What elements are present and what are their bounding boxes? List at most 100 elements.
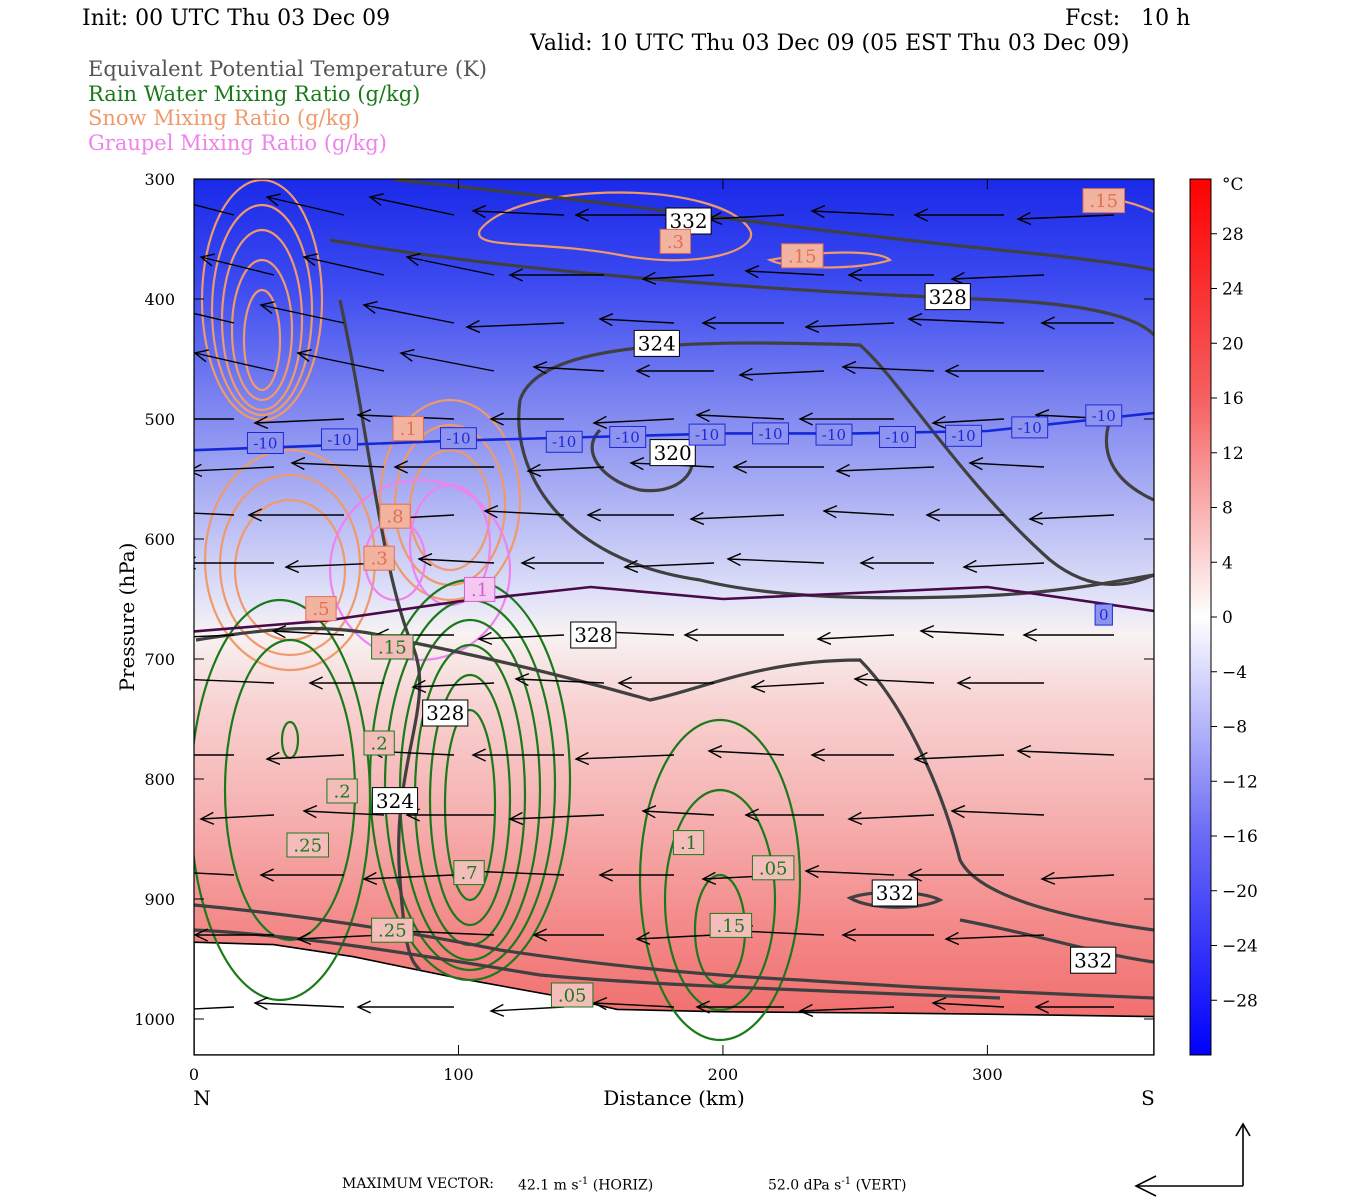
rain-contour: [194, 598, 372, 1002]
wind-arrow: [532, 361, 605, 375]
svg-text:-10: -10: [1018, 419, 1042, 437]
contour-label-rain: .25: [286, 832, 329, 858]
svg-text:-10: -10: [822, 426, 846, 444]
colorbar-tick-label: −8: [1222, 718, 1247, 738]
wind-arrow: [707, 745, 785, 759]
svg-text:.25: .25: [293, 835, 322, 856]
contour-label-isotherm: -10: [1011, 416, 1049, 439]
contour-label-rain: .05: [751, 855, 795, 881]
wind-arrow: [913, 751, 1005, 766]
rain-contour: [638, 718, 802, 1042]
wind-arrow: [683, 628, 784, 642]
x-tick-label: 0: [189, 1065, 199, 1084]
svg-text:.25: .25: [378, 921, 407, 942]
colorbar-tick-label: 12: [1222, 444, 1244, 464]
wind-arrow: [689, 511, 785, 526]
wind-arrow: [508, 268, 604, 282]
wind-arrow: [956, 676, 1044, 690]
wind-arrow: [532, 928, 604, 942]
wind-arrow: [471, 204, 565, 219]
contour-label-rain: .1: [672, 830, 705, 856]
contour-label-snow: .1: [392, 416, 424, 442]
wind-arrow: [253, 415, 345, 430]
svg-text:.05: .05: [759, 858, 788, 879]
contour-label-rain: .7: [453, 860, 485, 886]
wind-arrow: [1034, 1000, 1114, 1014]
graupel-contour: [328, 478, 512, 662]
legend-rain: Rain Water Mixing Ratio (g/kg): [88, 82, 421, 106]
wind-arrow: [290, 456, 385, 471]
colorbar-tick-label: 8: [1222, 499, 1233, 519]
contour-label-rain: .15: [709, 912, 753, 938]
svg-text:.8: .8: [386, 507, 403, 528]
wind-arrow: [194, 928, 274, 942]
wind-arrow: [944, 931, 1045, 946]
x-tick-label: 300: [972, 1065, 1003, 1084]
wind-arrow: [574, 751, 675, 766]
contour-label-isotherm: -10: [1085, 404, 1123, 427]
wind-arrow: [1040, 871, 1115, 885]
wind-arrow: [1022, 628, 1114, 642]
colorbar: [1189, 178, 1212, 1056]
wind-arrow: [950, 804, 1045, 819]
wind-arrow: [859, 556, 934, 570]
y-tick-label: 800: [144, 770, 175, 789]
svg-text:-10: -10: [758, 425, 782, 443]
south-label: S: [1141, 1086, 1155, 1110]
wind-arrow: [598, 313, 675, 327]
colorbar-tick-label: −24: [1222, 937, 1258, 957]
svg-text:328: 328: [574, 623, 612, 647]
wind-arrow: [804, 864, 895, 879]
wind-arrow: [526, 463, 605, 477]
wind-arrow: [635, 364, 714, 378]
svg-text:332: 332: [1074, 948, 1112, 972]
legend-snow: Snow Mixing Ratio (g/kg): [88, 106, 360, 130]
svg-text:.2: .2: [371, 733, 388, 754]
wind-arrow: [368, 193, 455, 216]
svg-text:332: 332: [876, 881, 914, 905]
wind-arrow: [265, 751, 345, 765]
svg-text:.15: .15: [1089, 191, 1118, 212]
wind-arrow: [744, 808, 824, 822]
snow-contour: [210, 203, 314, 417]
svg-text:-10: -10: [952, 427, 976, 445]
wind-arrow: [194, 203, 235, 216]
wind-arrow: [738, 367, 825, 382]
wind-arrow: [302, 253, 385, 276]
wind-arrow: [194, 754, 234, 756]
wind-arrow: [271, 625, 345, 639]
wind-arrow: [816, 631, 895, 645]
wind-arrow: [835, 463, 935, 478]
wind-arrow: [598, 868, 674, 882]
contour-label-theta_e: 332: [871, 879, 918, 907]
wind-arrow: [514, 672, 605, 687]
contour-label-snow: .3: [363, 545, 395, 571]
contour-label-snow: .15: [781, 243, 824, 269]
wind-arrow: [732, 460, 824, 474]
wind-arrow: [695, 408, 785, 423]
wind-arrow: [520, 556, 604, 570]
wind-arrow: [194, 463, 275, 478]
contour-label-snow: .8: [379, 503, 411, 529]
svg-text:.7: .7: [460, 863, 477, 884]
svg-text:.15: .15: [788, 246, 817, 267]
contour-label-isotherm: -10: [246, 432, 284, 454]
wind-arrow: [296, 931, 385, 946]
colorbar-tick-label: 16: [1222, 389, 1244, 409]
wind-arrow: [744, 265, 825, 279]
contour-label-snow: .15: [1082, 188, 1125, 214]
contour-label-rain: .15: [371, 634, 414, 660]
contour-label-isotherm: -10: [945, 424, 983, 447]
wind-arrow: [592, 415, 675, 429]
wind-arrow: [919, 624, 1005, 639]
wind-arrow: [483, 505, 565, 519]
svg-text:-10: -10: [327, 431, 351, 449]
svg-text:-10: -10: [695, 426, 719, 444]
contour-label-rain: .05: [550, 982, 594, 1008]
contour-label-isotherm: -10: [688, 423, 726, 446]
wind-arrow: [405, 253, 495, 276]
theta-e-contour: [590, 428, 695, 493]
wind-arrow: [841, 360, 935, 375]
x-tick-label: 200: [708, 1065, 739, 1084]
svg-text:-10: -10: [885, 428, 909, 446]
